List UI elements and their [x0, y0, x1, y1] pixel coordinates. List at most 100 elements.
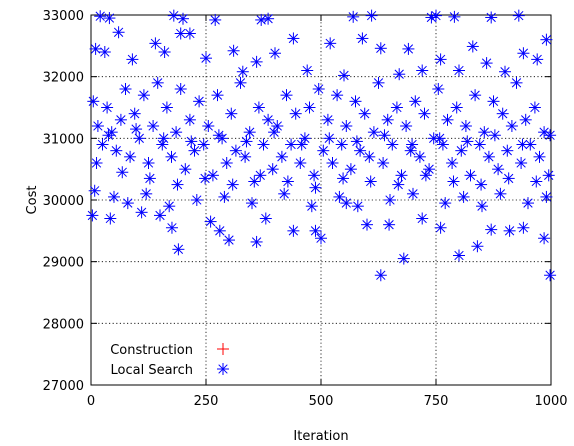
data-point	[374, 269, 387, 282]
data-point	[356, 32, 369, 45]
data-point	[501, 144, 514, 157]
y-tick-label: 27000	[43, 379, 84, 394]
data-points	[86, 9, 557, 282]
data-point	[102, 129, 115, 142]
data-point	[461, 135, 474, 148]
legend-marker	[217, 343, 229, 355]
data-point	[471, 240, 484, 253]
data-point	[262, 12, 275, 25]
data-point	[492, 163, 505, 176]
data-point	[158, 46, 171, 58]
data-point	[86, 209, 99, 222]
data-point	[124, 150, 137, 163]
data-point	[419, 169, 432, 182]
data-point	[540, 190, 553, 203]
data-point	[185, 135, 198, 148]
data-point	[110, 144, 123, 157]
data-point	[209, 13, 222, 26]
data-point	[416, 212, 429, 225]
data-point	[309, 181, 322, 194]
x-tick-label: 1000	[534, 394, 567, 409]
data-point	[183, 113, 196, 126]
data-point	[381, 113, 394, 126]
data-point	[512, 9, 525, 22]
data-point	[358, 107, 371, 120]
data-point	[128, 107, 141, 120]
data-point	[259, 212, 272, 225]
data-point	[116, 166, 129, 179]
data-point	[340, 197, 353, 210]
data-point	[409, 95, 422, 108]
data-point	[374, 42, 387, 55]
data-point	[303, 101, 316, 114]
data-point	[354, 144, 367, 157]
data-point	[266, 163, 279, 176]
data-point	[423, 163, 436, 176]
data-point	[281, 175, 294, 188]
y-axis-label: Cost	[25, 186, 40, 215]
data-point	[502, 172, 515, 185]
data-point	[337, 172, 350, 185]
data-point	[317, 144, 330, 157]
data-point	[487, 95, 500, 108]
data-point	[177, 12, 189, 25]
data-point	[96, 138, 109, 151]
data-point	[530, 175, 543, 188]
x-tick-label: 250	[194, 394, 219, 409]
data-point	[519, 113, 532, 126]
data-point	[400, 120, 413, 132]
axis-ticks: 0 250 500 750 1000 27000 28000 29000 30000 31000 3…	[43, 9, 568, 409]
data-point	[87, 95, 100, 108]
data-point	[446, 157, 459, 169]
data-point	[475, 178, 488, 191]
data-point	[130, 123, 143, 136]
data-point	[287, 224, 300, 237]
data-point	[197, 138, 210, 151]
data-point	[439, 197, 452, 210]
data-point	[464, 169, 477, 182]
legend-label-construction: Construction	[110, 343, 193, 358]
data-point	[234, 76, 247, 89]
data-point	[119, 83, 132, 95]
data-point	[154, 209, 166, 222]
data-point	[447, 175, 460, 188]
data-point	[406, 138, 419, 151]
data-point	[91, 120, 104, 132]
data-point	[395, 169, 408, 182]
data-point	[171, 178, 184, 191]
data-point	[432, 83, 445, 95]
x-tick-label: 500	[309, 394, 334, 409]
data-point	[157, 132, 170, 145]
data-point	[434, 221, 447, 234]
data-point	[285, 138, 298, 151]
data-point	[453, 249, 465, 262]
data-point	[476, 200, 488, 213]
data-point	[269, 47, 281, 60]
data-point	[262, 113, 275, 126]
y-tick-label: 33000	[43, 9, 84, 24]
data-point	[295, 138, 308, 151]
data-point	[94, 10, 107, 23]
legend-marker-construction	[217, 343, 229, 355]
data-point	[199, 172, 212, 185]
data-point	[121, 197, 134, 210]
data-point	[333, 190, 346, 203]
data-point	[331, 89, 344, 102]
data-point	[364, 175, 377, 188]
data-point	[528, 101, 541, 114]
data-point	[218, 190, 231, 203]
data-point	[278, 187, 291, 200]
data-point	[243, 126, 256, 139]
data-point	[340, 120, 353, 132]
data-point	[453, 64, 465, 77]
data-point	[367, 126, 380, 139]
data-point	[212, 129, 225, 142]
data-point	[351, 200, 364, 213]
data-point	[540, 33, 553, 46]
data-point	[183, 27, 196, 40]
x-tick-label: 0	[87, 394, 95, 409]
data-point	[112, 26, 125, 39]
data-point	[377, 157, 390, 169]
data-point	[323, 132, 336, 145]
